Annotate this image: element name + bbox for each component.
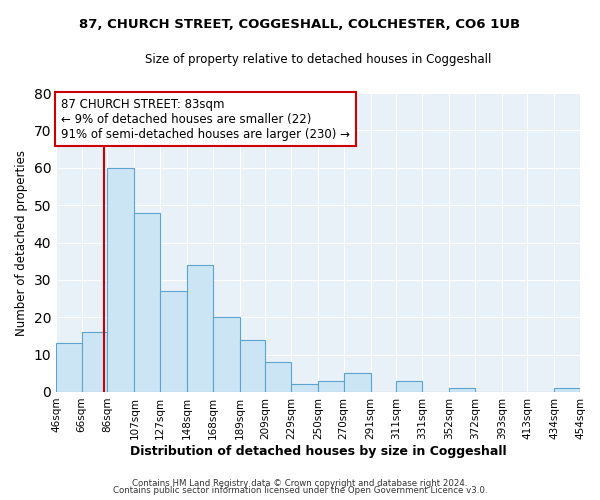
Bar	[160, 291, 187, 392]
Bar	[291, 384, 318, 392]
Text: 87 CHURCH STREET: 83sqm
← 9% of detached houses are smaller (22)
91% of semi-det: 87 CHURCH STREET: 83sqm ← 9% of detached…	[61, 98, 350, 140]
Bar	[397, 380, 422, 392]
Bar	[134, 212, 160, 392]
Bar	[107, 168, 134, 392]
Bar	[265, 362, 291, 392]
Title: Size of property relative to detached houses in Coggeshall: Size of property relative to detached ho…	[145, 52, 491, 66]
Text: 87, CHURCH STREET, COGGESHALL, COLCHESTER, CO6 1UB: 87, CHURCH STREET, COGGESHALL, COLCHESTE…	[79, 18, 521, 30]
Text: Contains HM Land Registry data © Crown copyright and database right 2024.: Contains HM Land Registry data © Crown c…	[132, 478, 468, 488]
Bar	[239, 340, 265, 392]
Bar	[554, 388, 580, 392]
Y-axis label: Number of detached properties: Number of detached properties	[15, 150, 28, 336]
Bar	[344, 374, 371, 392]
Bar	[449, 388, 475, 392]
X-axis label: Distribution of detached houses by size in Coggeshall: Distribution of detached houses by size …	[130, 444, 506, 458]
Bar	[318, 380, 344, 392]
Bar	[82, 332, 107, 392]
Bar	[56, 344, 82, 392]
Bar	[213, 317, 239, 392]
Text: Contains public sector information licensed under the Open Government Licence v3: Contains public sector information licen…	[113, 486, 487, 495]
Bar	[187, 265, 213, 392]
